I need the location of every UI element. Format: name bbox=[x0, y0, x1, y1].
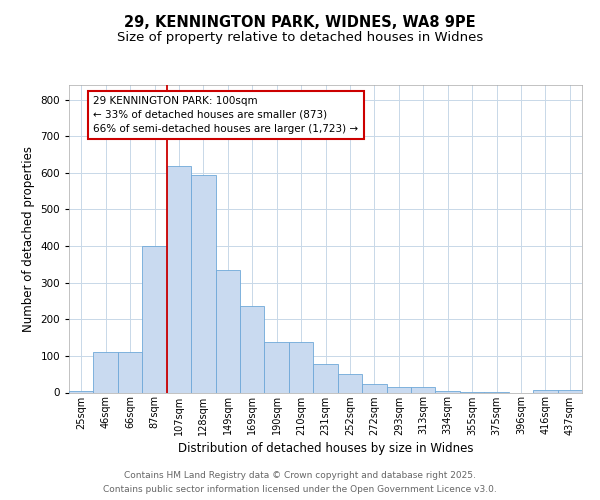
Y-axis label: Number of detached properties: Number of detached properties bbox=[22, 146, 35, 332]
Bar bbox=[167, 166, 191, 392]
Bar bbox=[436, 391, 460, 392]
Bar bbox=[338, 374, 362, 392]
Bar bbox=[557, 390, 582, 392]
Bar bbox=[362, 384, 386, 392]
Bar bbox=[289, 342, 313, 392]
Bar bbox=[191, 174, 215, 392]
X-axis label: Distribution of detached houses by size in Widnes: Distribution of detached houses by size … bbox=[178, 442, 473, 454]
Bar bbox=[240, 306, 265, 392]
Bar bbox=[411, 386, 436, 392]
Text: 29, KENNINGTON PARK, WIDNES, WA8 9PE: 29, KENNINGTON PARK, WIDNES, WA8 9PE bbox=[124, 15, 476, 30]
Bar bbox=[386, 387, 411, 392]
Bar bbox=[94, 352, 118, 393]
Bar bbox=[533, 390, 557, 392]
Text: 29 KENNINGTON PARK: 100sqm
← 33% of detached houses are smaller (873)
66% of sem: 29 KENNINGTON PARK: 100sqm ← 33% of deta… bbox=[94, 96, 359, 134]
Text: Contains public sector information licensed under the Open Government Licence v3: Contains public sector information licen… bbox=[103, 484, 497, 494]
Bar bbox=[118, 352, 142, 393]
Text: Contains HM Land Registry data © Crown copyright and database right 2025.: Contains HM Land Registry data © Crown c… bbox=[124, 472, 476, 480]
Text: Size of property relative to detached houses in Widnes: Size of property relative to detached ho… bbox=[117, 31, 483, 44]
Bar bbox=[265, 342, 289, 392]
Bar bbox=[69, 390, 94, 392]
Bar bbox=[142, 246, 167, 392]
Bar bbox=[215, 270, 240, 392]
Bar bbox=[313, 364, 338, 392]
